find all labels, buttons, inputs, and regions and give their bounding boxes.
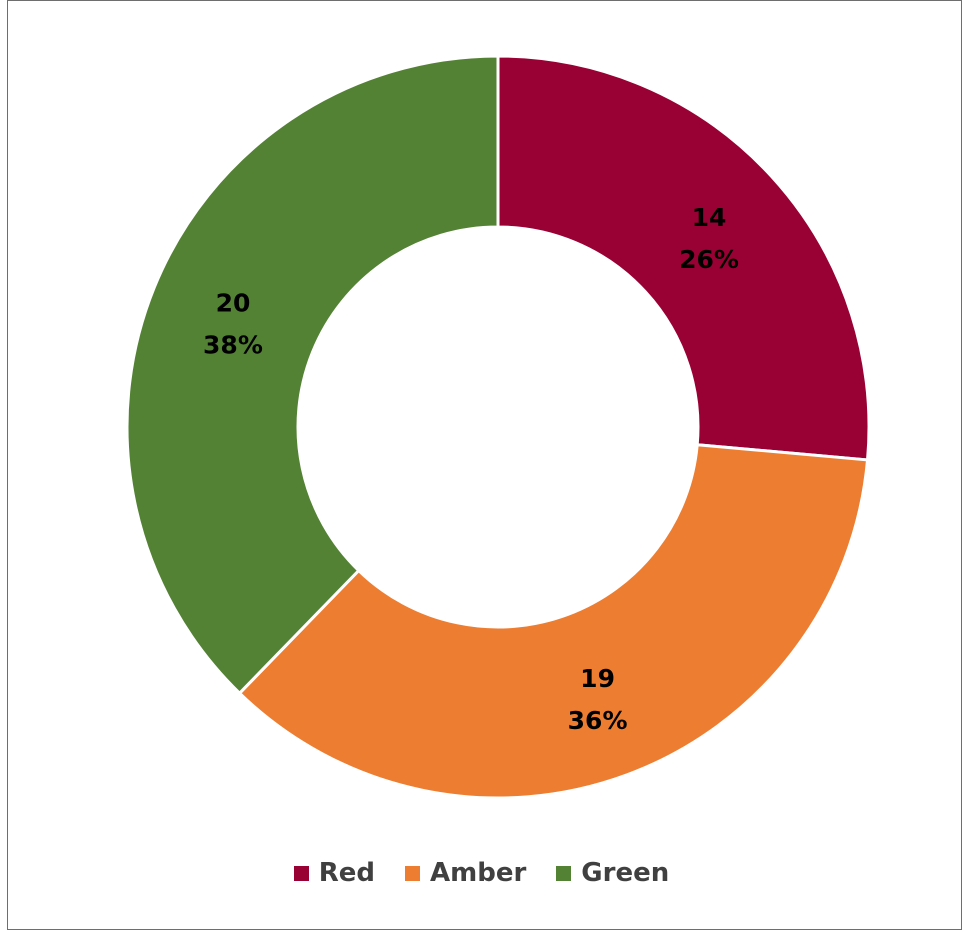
legend-item-green: Green xyxy=(556,858,669,888)
data-label-percent-red: 26% xyxy=(679,245,739,274)
legend-label-red: Red xyxy=(318,858,376,888)
legend-item-amber: Amber xyxy=(405,858,526,888)
legend-label-amber: Amber xyxy=(430,858,527,888)
legend-swatch-green xyxy=(556,865,572,881)
data-label-percent-green: 38% xyxy=(203,331,263,360)
legend-swatch-red xyxy=(293,865,309,881)
legend-label-green: Green xyxy=(581,858,670,888)
donut-slice-red xyxy=(496,54,871,462)
donut-slice-green xyxy=(125,54,500,696)
legend-item-red: Red xyxy=(293,858,376,888)
data-label-value-red: 14 xyxy=(692,203,727,232)
legend-swatch-amber xyxy=(405,865,421,881)
data-label-value-amber: 19 xyxy=(580,664,615,693)
donut-slice-amber xyxy=(237,443,870,800)
data-label-value-green: 20 xyxy=(216,289,251,318)
chart-legend: Red Amber Green xyxy=(0,858,963,888)
data-label-percent-amber: 36% xyxy=(568,706,628,735)
